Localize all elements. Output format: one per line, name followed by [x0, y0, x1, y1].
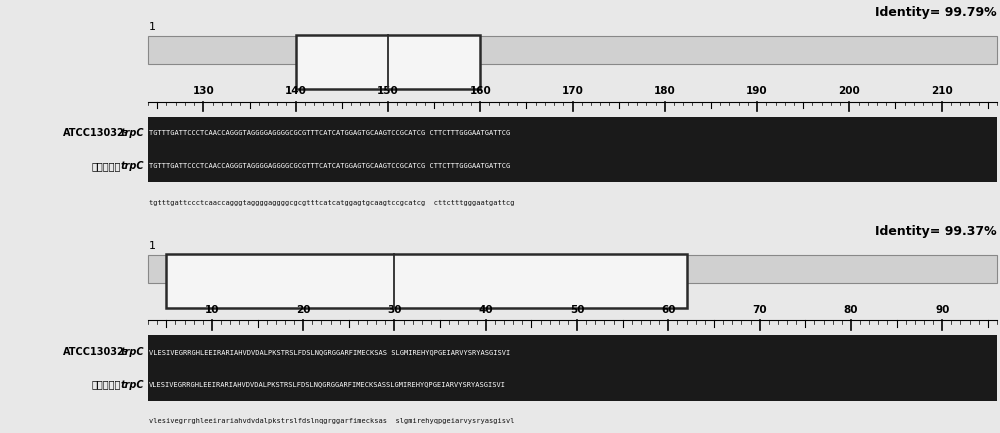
Text: Identity= 99.37%: Identity= 99.37% — [875, 225, 997, 238]
Text: 80: 80 — [844, 305, 858, 315]
Bar — [148, 336, 997, 401]
Text: 160: 160 — [469, 87, 491, 97]
Text: 130: 130 — [192, 87, 214, 97]
Text: 140: 140 — [285, 87, 307, 97]
Text: VLESIVEGRRGHLEEIRARIAHVDVDALPKSTRSLFDSLNQGRGGARFIMECKSASSLGMIREHYQPGEIARVYSRYASG: VLESIVEGRRGHLEEIRARIAHVDVDALPKSTRSLFDSLN… — [149, 381, 506, 388]
Text: tgtttgattccctcaaccagggtaggggaggggcgcgtttcatcatggagtgcaagtccgcatcg  cttctttgggaat: tgtttgattccctcaaccagggtaggggaggggcgcgttt… — [149, 200, 514, 206]
Text: 180: 180 — [654, 87, 676, 97]
Text: ATCC13032-: ATCC13032- — [63, 347, 129, 357]
Text: 定点突变的: 定点突变的 — [92, 161, 121, 171]
Bar — [148, 255, 997, 283]
Text: trpC: trpC — [121, 128, 144, 138]
Text: 60: 60 — [661, 305, 676, 315]
Text: trpC: trpC — [121, 161, 144, 171]
Text: 10: 10 — [205, 305, 219, 315]
Text: TGTTTGATTCCCTCAACCAGGGTAGGGGAGGGGCGCGTTTCATCATGGAGTGCAAGTCCGCATCG CTTCTTTGGGAATG: TGTTTGATTCCCTCAACCAGGGTAGGGGAGGGGCGCGTTT… — [149, 130, 510, 136]
Text: 定点突变的: 定点突变的 — [92, 379, 121, 390]
Bar — [148, 117, 997, 182]
Text: 200: 200 — [838, 87, 860, 97]
Text: 20: 20 — [296, 305, 310, 315]
Text: vlesivegrrghleeirariahvdvdalpkstrslfdslnqgrggarfimecksas  slgmirehyqpgeiarvysrya: vlesivegrrghleeirariahvdvdalpkstrslfdsln… — [149, 418, 514, 424]
Text: trpC: trpC — [121, 347, 144, 357]
Text: trpC: trpC — [121, 379, 144, 390]
Bar — [166, 254, 687, 307]
Text: 40: 40 — [478, 305, 493, 315]
Text: 50: 50 — [570, 305, 584, 315]
Text: Identity= 99.79%: Identity= 99.79% — [875, 6, 997, 19]
Text: 170: 170 — [562, 87, 583, 97]
Text: TGTTTGATTCCCTCAACCAGGGTAGGGGAGGGGCGCGTTTCATCATGGAGTGCAAGTCCGCATCG CTTCTTTGGGAATG: TGTTTGATTCCCTCAACCAGGGTAGGGGAGGGGCGCGTTT… — [149, 163, 510, 169]
Text: 210: 210 — [931, 87, 953, 97]
Text: 70: 70 — [752, 305, 767, 315]
Text: 30: 30 — [387, 305, 402, 315]
Text: VLESIVEGRRGHLEEIRARIAHVDVDALPKSTRSLFDSLNQGRGGARFIMECKSAS SLGMIREHYQPGEIARVYSRYAS: VLESIVEGRRGHLEEIRARIAHVDVDALPKSTRSLFDSLN… — [149, 349, 510, 355]
Bar — [148, 36, 997, 64]
Text: ATCC13032-: ATCC13032- — [63, 128, 129, 138]
Bar — [296, 36, 480, 89]
Text: 1: 1 — [149, 22, 156, 32]
Text: 90: 90 — [935, 305, 949, 315]
Text: 150: 150 — [377, 87, 399, 97]
Text: 1: 1 — [149, 241, 156, 251]
Text: 190: 190 — [746, 87, 768, 97]
